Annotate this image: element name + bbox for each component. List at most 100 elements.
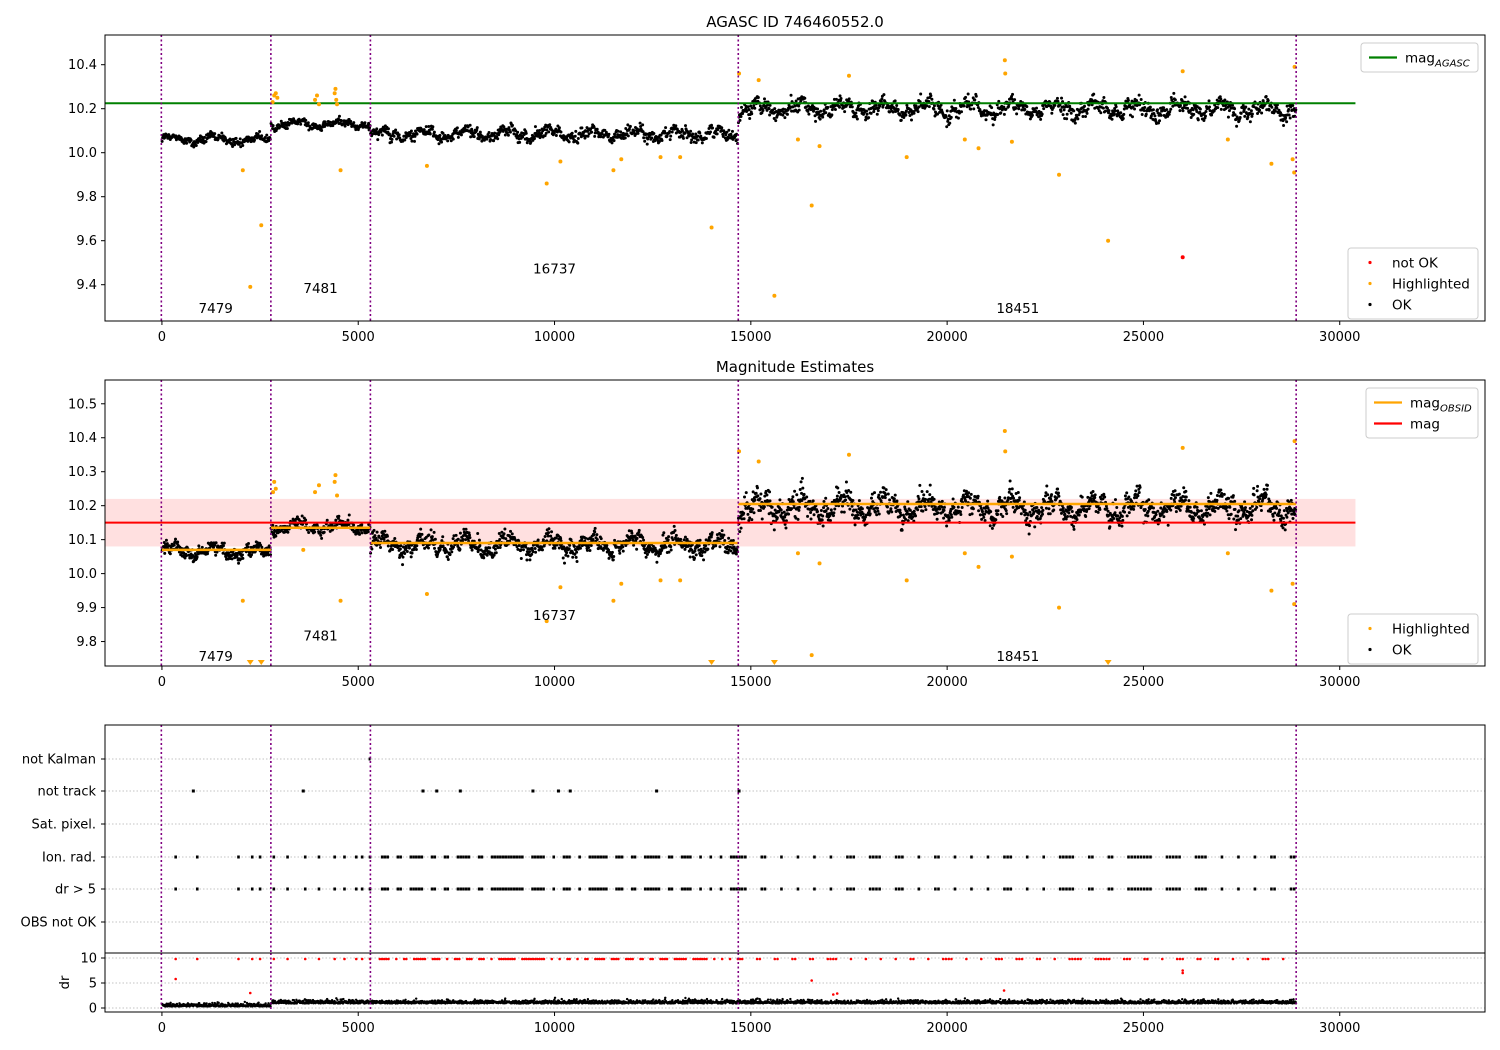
ok-point xyxy=(645,142,649,146)
ok-point xyxy=(694,132,698,136)
ok-point xyxy=(1233,507,1237,511)
ok-point xyxy=(1192,516,1196,520)
ok-point xyxy=(1125,514,1129,518)
ok-point xyxy=(807,112,811,116)
ok-point xyxy=(1056,491,1060,495)
ok-point xyxy=(1139,97,1143,101)
ok-point xyxy=(525,550,529,554)
ok-point xyxy=(939,103,943,107)
ok-point xyxy=(410,551,414,555)
ok-point xyxy=(994,518,998,522)
ok-point xyxy=(1037,510,1041,514)
ok-point xyxy=(1229,512,1233,516)
ok-point xyxy=(1128,113,1132,117)
ok-point xyxy=(639,124,643,128)
ok-point xyxy=(1035,106,1039,110)
ok-point xyxy=(703,550,707,554)
ok-point xyxy=(887,511,891,515)
ok-point xyxy=(456,135,460,139)
ok-point xyxy=(573,552,577,556)
ok-point xyxy=(731,539,735,543)
ok-point xyxy=(478,130,482,134)
ok-point xyxy=(873,491,877,495)
ok-point xyxy=(818,117,822,121)
ok-point xyxy=(1004,107,1008,111)
ok-point xyxy=(574,555,578,559)
highlighted-point xyxy=(275,95,280,100)
ok-point xyxy=(895,104,899,108)
legend-agasc xyxy=(1360,42,1479,73)
ok-point xyxy=(646,137,650,141)
ok-point xyxy=(779,508,783,512)
ok-point xyxy=(683,547,687,551)
ok-point xyxy=(766,103,770,107)
ok-point xyxy=(959,513,963,517)
ok-point xyxy=(751,490,755,494)
ok-point xyxy=(372,528,376,532)
ok-point xyxy=(748,516,752,520)
ok-point xyxy=(632,129,636,133)
ok-point xyxy=(595,127,599,131)
ok-point xyxy=(782,519,786,523)
highlighted-point xyxy=(904,155,909,160)
ok-point xyxy=(599,537,603,541)
obsid-label: 7481 xyxy=(303,281,337,297)
ok-point xyxy=(643,139,647,143)
ok-point xyxy=(952,505,956,509)
ok-point xyxy=(569,136,573,140)
ok-point xyxy=(882,93,886,97)
ok-point xyxy=(1196,118,1200,122)
axes-frame xyxy=(104,34,1486,322)
ok-point xyxy=(470,548,474,552)
ok-point xyxy=(700,141,704,145)
ok-point xyxy=(458,547,462,551)
ok-point xyxy=(727,128,731,132)
ok-point xyxy=(754,491,758,495)
ok-point xyxy=(827,112,831,116)
ok-point xyxy=(1122,112,1126,116)
ok-point xyxy=(433,537,437,541)
ok-point xyxy=(1285,104,1289,108)
ok-point xyxy=(875,112,879,116)
ok-point xyxy=(1075,517,1079,521)
highlighted-point xyxy=(795,551,800,556)
ok-point xyxy=(1250,518,1254,522)
ok-point xyxy=(812,513,816,517)
ok-point xyxy=(441,535,445,539)
ok-point xyxy=(408,131,412,135)
highlighted-point xyxy=(1057,605,1062,610)
ok-point xyxy=(1261,497,1265,501)
ok-point xyxy=(986,506,990,510)
ok-point xyxy=(1268,499,1272,503)
ok-point xyxy=(183,556,187,560)
ok-point xyxy=(725,130,729,134)
ok-point xyxy=(547,531,551,535)
ok-point xyxy=(638,121,642,125)
ok-point xyxy=(502,125,506,129)
ok-point xyxy=(824,509,828,513)
ok-point xyxy=(515,133,519,137)
ok-point xyxy=(756,494,760,498)
ok-point xyxy=(313,530,317,534)
ok-point xyxy=(213,543,217,547)
ok-point xyxy=(650,136,654,140)
ok-point xyxy=(642,538,646,542)
ok-point xyxy=(1072,525,1076,529)
y-tick-label: 10.4 xyxy=(68,58,97,73)
ok-point xyxy=(260,134,264,138)
ok-point xyxy=(589,544,593,548)
ok-point xyxy=(819,509,823,513)
ok-point xyxy=(836,486,840,490)
ok-point xyxy=(1233,107,1237,111)
ok-point xyxy=(667,535,671,539)
ok-point xyxy=(855,510,859,514)
ok-point xyxy=(785,112,789,116)
ok-point xyxy=(1239,111,1243,115)
ok-point xyxy=(1040,112,1044,116)
highlighted-point xyxy=(756,78,761,83)
ok-point xyxy=(429,528,433,532)
ok-point xyxy=(437,142,441,146)
ok-point xyxy=(783,515,787,519)
ok-point xyxy=(714,544,718,548)
ok-point xyxy=(1017,107,1021,111)
